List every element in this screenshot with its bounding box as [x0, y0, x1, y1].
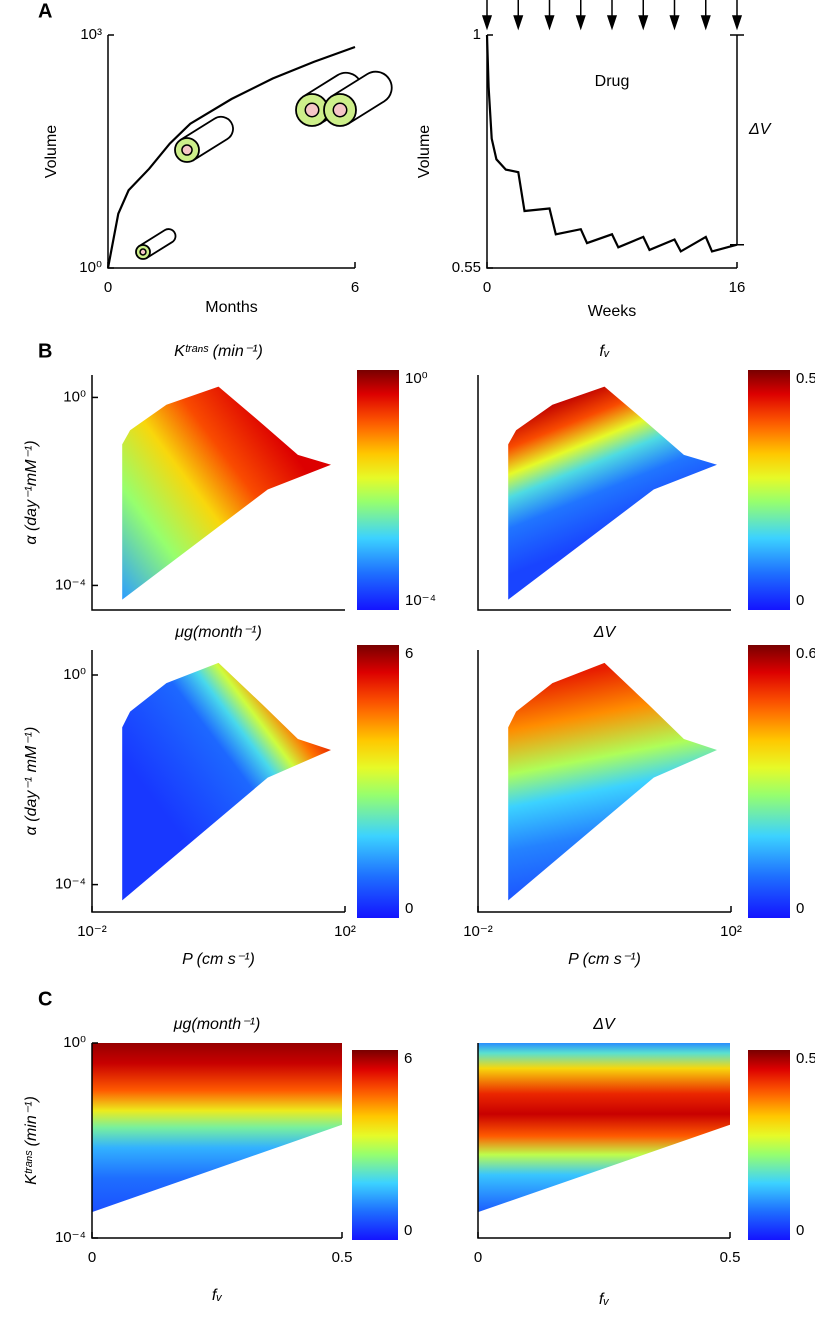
annotation: Drug	[595, 73, 630, 90]
line-series	[485, 34, 738, 253]
panel-label: A	[38, 0, 52, 22]
colorbar-tick-label: 6	[405, 645, 413, 662]
heatmap-surface	[508, 662, 717, 901]
y-tick-label: 10³	[80, 26, 102, 43]
chart-title: ΔV	[593, 624, 617, 641]
y-tick-label: 10⁰	[63, 666, 86, 683]
colorbar-tick-label: 10⁰	[405, 370, 428, 387]
colorbar	[357, 645, 399, 918]
heatmap-surface	[478, 1043, 730, 1213]
x-tick-label: 0	[474, 1249, 482, 1266]
colorbar-tick-label: 0	[796, 1222, 804, 1239]
x-axis-label: Weeks	[588, 303, 637, 320]
x-tick-label: 16	[729, 279, 746, 296]
x-tick-label: 0	[88, 1249, 96, 1266]
x-tick-label: 10⁻²	[77, 923, 107, 940]
colorbar	[748, 645, 790, 918]
colorbar-tick-label: 0	[796, 592, 804, 609]
y-axis-label: α (day⁻¹ mM⁻¹)	[23, 727, 40, 836]
vessel-lumen	[304, 102, 320, 118]
annotation: ΔV	[748, 121, 772, 138]
panel-label: B	[38, 340, 52, 362]
x-tick-label: 0	[483, 279, 491, 296]
colorbar-tick-label: 6	[404, 1050, 412, 1067]
dose-arrow	[669, 0, 680, 31]
y-axis-label: Volume	[43, 125, 60, 178]
axis-line	[107, 35, 355, 269]
x-tick-label: 0.5	[720, 1249, 741, 1266]
vessel-lumen	[332, 102, 348, 118]
y-tick-label: 10⁻⁴	[55, 1229, 86, 1246]
axis-line	[486, 35, 737, 269]
x-axis-label: P (cm s⁻¹)	[182, 951, 255, 968]
x-axis-label: fᵥ	[599, 1291, 609, 1308]
y-axis-label: Kᵗʳᵃⁿˢ (min⁻¹)	[23, 1096, 40, 1185]
x-tick-label: 10²	[334, 923, 356, 940]
colorbar-tick-label: 0	[405, 900, 413, 917]
dose-arrow	[513, 0, 524, 31]
colorbar-tick-label: 10⁻⁴	[405, 592, 436, 609]
colorbar	[357, 370, 399, 610]
dose-arrow	[544, 0, 555, 31]
chart-title: ΔV	[592, 1016, 616, 1033]
y-tick-label: 10⁻⁴	[55, 876, 86, 893]
dose-arrow	[731, 0, 743, 31]
chart-title: μg(month⁻¹)	[173, 1016, 261, 1033]
dose-arrow	[575, 0, 586, 31]
dose-arrow	[481, 0, 493, 31]
x-axis-label: P (cm s⁻¹)	[568, 951, 641, 968]
line-series	[106, 45, 356, 269]
colorbar	[352, 1050, 398, 1240]
y-tick-label: 0.55	[452, 259, 481, 276]
colorbar	[748, 370, 790, 610]
axis-line	[91, 375, 345, 611]
x-tick-label: 6	[351, 279, 359, 296]
dose-arrow	[638, 0, 649, 31]
colorbar-tick-label: 0.5	[796, 1050, 815, 1067]
chart-title: μg(month⁻¹)	[174, 624, 262, 641]
dose-arrow	[700, 0, 711, 31]
colorbar-tick-label: 0	[404, 1222, 412, 1239]
chart-title: Kᵗʳᵃⁿˢ (min⁻¹)	[174, 343, 263, 360]
heatmap-surface	[122, 662, 331, 901]
y-axis-label: α (day⁻¹mM⁻¹)	[23, 440, 40, 544]
x-tick-label: 10²	[720, 923, 742, 940]
panel-label: C	[38, 988, 52, 1010]
axis-line	[477, 375, 731, 611]
y-tick-label: 10⁰	[63, 1034, 86, 1051]
x-tick-label: 10⁻²	[463, 923, 493, 940]
y-tick-label: 10⁰	[79, 259, 102, 276]
dose-arrow	[606, 0, 618, 31]
vessel-lumen	[181, 144, 193, 156]
heatmap-surface	[122, 386, 331, 600]
y-tick-label: 10⁻⁴	[55, 576, 86, 593]
colorbar-tick-label: 0.5	[796, 370, 815, 387]
x-tick-label: 0	[104, 279, 112, 296]
colorbar-tick-label: 0.6	[796, 645, 815, 662]
x-tick-label: 0.5	[332, 1249, 353, 1266]
vessel-lumen	[139, 248, 147, 256]
delta-v-bracket	[730, 34, 744, 246]
y-tick-label: 10⁰	[63, 388, 86, 405]
colorbar	[748, 1050, 790, 1240]
x-axis-label: fᵥ	[212, 1287, 222, 1304]
x-axis-label: Months	[205, 299, 257, 316]
colorbar-tick-label: 0	[796, 900, 804, 917]
heatmap-surface	[508, 386, 717, 600]
chart-title: fᵥ	[599, 343, 609, 360]
heatmap-surface	[92, 1043, 342, 1213]
y-tick-label: 1	[473, 26, 481, 43]
y-axis-label: Volume	[416, 125, 433, 178]
